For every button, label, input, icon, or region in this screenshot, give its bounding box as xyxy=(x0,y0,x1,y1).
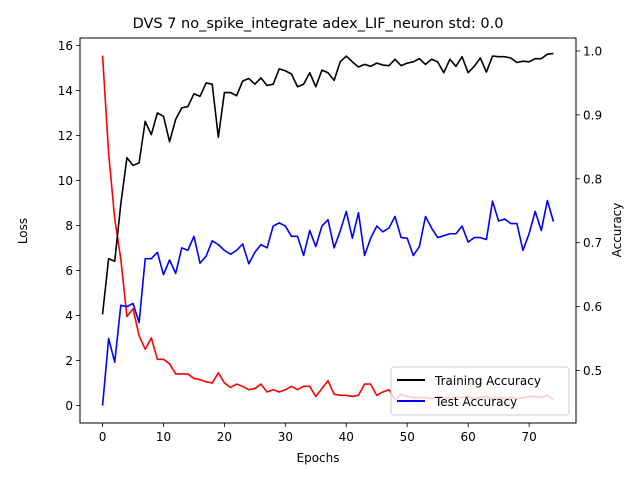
series-line-training-accuracy xyxy=(101,52,554,315)
y-left-tick-label: 16 xyxy=(58,39,73,53)
legend-label-training: Training Accuracy xyxy=(434,374,541,388)
y-right-tick-label: 1.0 xyxy=(583,44,602,58)
x-tick-label: 60 xyxy=(461,430,476,444)
x-tick-label: 10 xyxy=(156,430,171,444)
x-tick-label: 70 xyxy=(521,430,536,444)
x-tick-label: 0 xyxy=(99,430,107,444)
y-left-tick-label: 0 xyxy=(65,399,73,413)
y-right-tick-label: 0.9 xyxy=(583,108,602,122)
y-left-tick-label: 2 xyxy=(65,354,73,368)
legend-label-test: Test Accuracy xyxy=(434,395,517,409)
legend-box xyxy=(390,366,570,416)
x-axis: 0 10 20 30 40 50 60 70 xyxy=(99,423,537,444)
legend: Training Accuracy Test Accuracy xyxy=(390,366,570,416)
y-right-tick-label: 0.8 xyxy=(583,172,602,186)
y-left-tick-label: 8 xyxy=(65,219,73,233)
y-left-tick-label: 10 xyxy=(58,174,73,188)
y-left-tick-label: 4 xyxy=(65,309,73,323)
x-axis-title: Epochs xyxy=(297,451,340,465)
y-left-tick-label: 12 xyxy=(58,129,73,143)
y-axis-left-title: Loss xyxy=(16,218,30,244)
y-left-tick-label: 6 xyxy=(65,264,73,278)
x-tick-label: 40 xyxy=(339,430,354,444)
y-right-tick-label: 0.7 xyxy=(583,236,602,250)
chart-title: DVS 7 no_spike_integrate adex_LIF_neuron… xyxy=(133,16,504,32)
y-axis-right: 0.5 0.6 0.7 0.8 0.9 1.0 xyxy=(576,44,602,378)
y-right-tick-label: 0.6 xyxy=(583,300,602,314)
x-tick-label: 30 xyxy=(278,430,293,444)
series-line-test-accuracy xyxy=(101,199,555,406)
x-tick-label: 50 xyxy=(400,430,415,444)
y-left-tick-label: 14 xyxy=(58,84,73,98)
plot-frame xyxy=(79,37,577,424)
y-right-tick-label: 0.5 xyxy=(583,364,602,378)
y-axis-right-title: Accuracy xyxy=(610,203,624,258)
y-axis-left: 0 2 4 6 8 10 12 14 16 xyxy=(58,39,80,413)
x-tick-label: 20 xyxy=(217,430,232,444)
